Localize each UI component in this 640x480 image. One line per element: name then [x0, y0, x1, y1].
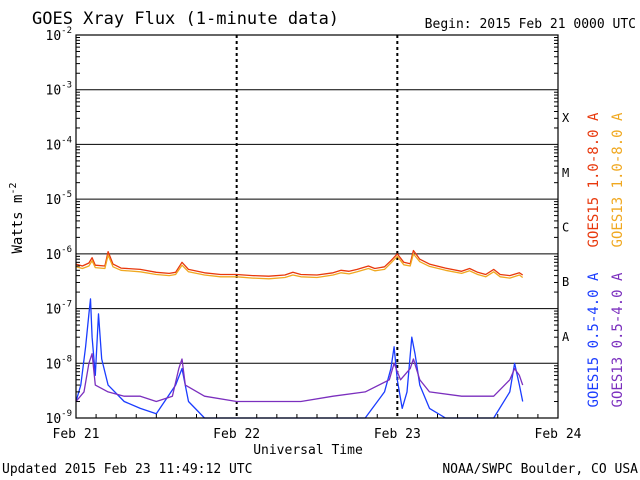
noaa-credit: NOAA/SWPC Boulder, CO USA	[442, 462, 638, 477]
flare-class-label: M	[562, 166, 569, 180]
series-line-2	[75, 298, 524, 419]
svg-text:Watts m-2: Watts m-2	[8, 182, 26, 253]
y-tick-label: 10-9	[46, 409, 73, 427]
flare-class-label: A	[562, 330, 570, 344]
legend-entry-0: GOES15 1.0-8.0 A	[586, 112, 602, 247]
plot-frame	[75, 34, 559, 419]
updated-timestamp: Updated 2015 Feb 23 11:49:12 UTC	[2, 462, 252, 477]
series-line-1	[75, 253, 524, 280]
flare-class-label: X	[562, 111, 570, 125]
y-tick-label: 10-7	[46, 300, 73, 318]
legend-entry-1: GOES13 1.0-8.0 A	[610, 112, 626, 247]
y-tick-label: 10-8	[46, 354, 73, 372]
legend-entry-2: GOES15 0.5-4.0 A	[586, 272, 602, 407]
y-tick-label: 10-2	[46, 26, 73, 44]
flare-class-label: C	[562, 221, 569, 235]
x-axis-title: Universal Time	[253, 443, 363, 458]
series-line-3	[75, 353, 524, 403]
y-tick-label: 10-3	[46, 81, 73, 99]
y-tick-label: 10-4	[46, 135, 73, 153]
x-tick-label: Feb 21	[53, 427, 100, 442]
x-tick-label: Feb 24	[535, 427, 582, 442]
y-tick-label: 10-5	[46, 190, 73, 208]
begin-date-label: Begin: 2015 Feb 21 0000 UTC	[425, 17, 636, 32]
y-tick-label: 10-6	[46, 245, 73, 263]
flare-class-label: B	[562, 275, 569, 289]
x-tick-label: Feb 22	[213, 427, 260, 442]
x-tick-label: Feb 23	[374, 427, 421, 442]
chart-title: GOES Xray Flux (1-minute data)	[32, 9, 339, 29]
series-line-0	[75, 249, 524, 277]
legend-entry-3: GOES13 0.5-4.0 A	[610, 272, 626, 407]
y-axis-title: Watts m-2	[8, 182, 26, 253]
